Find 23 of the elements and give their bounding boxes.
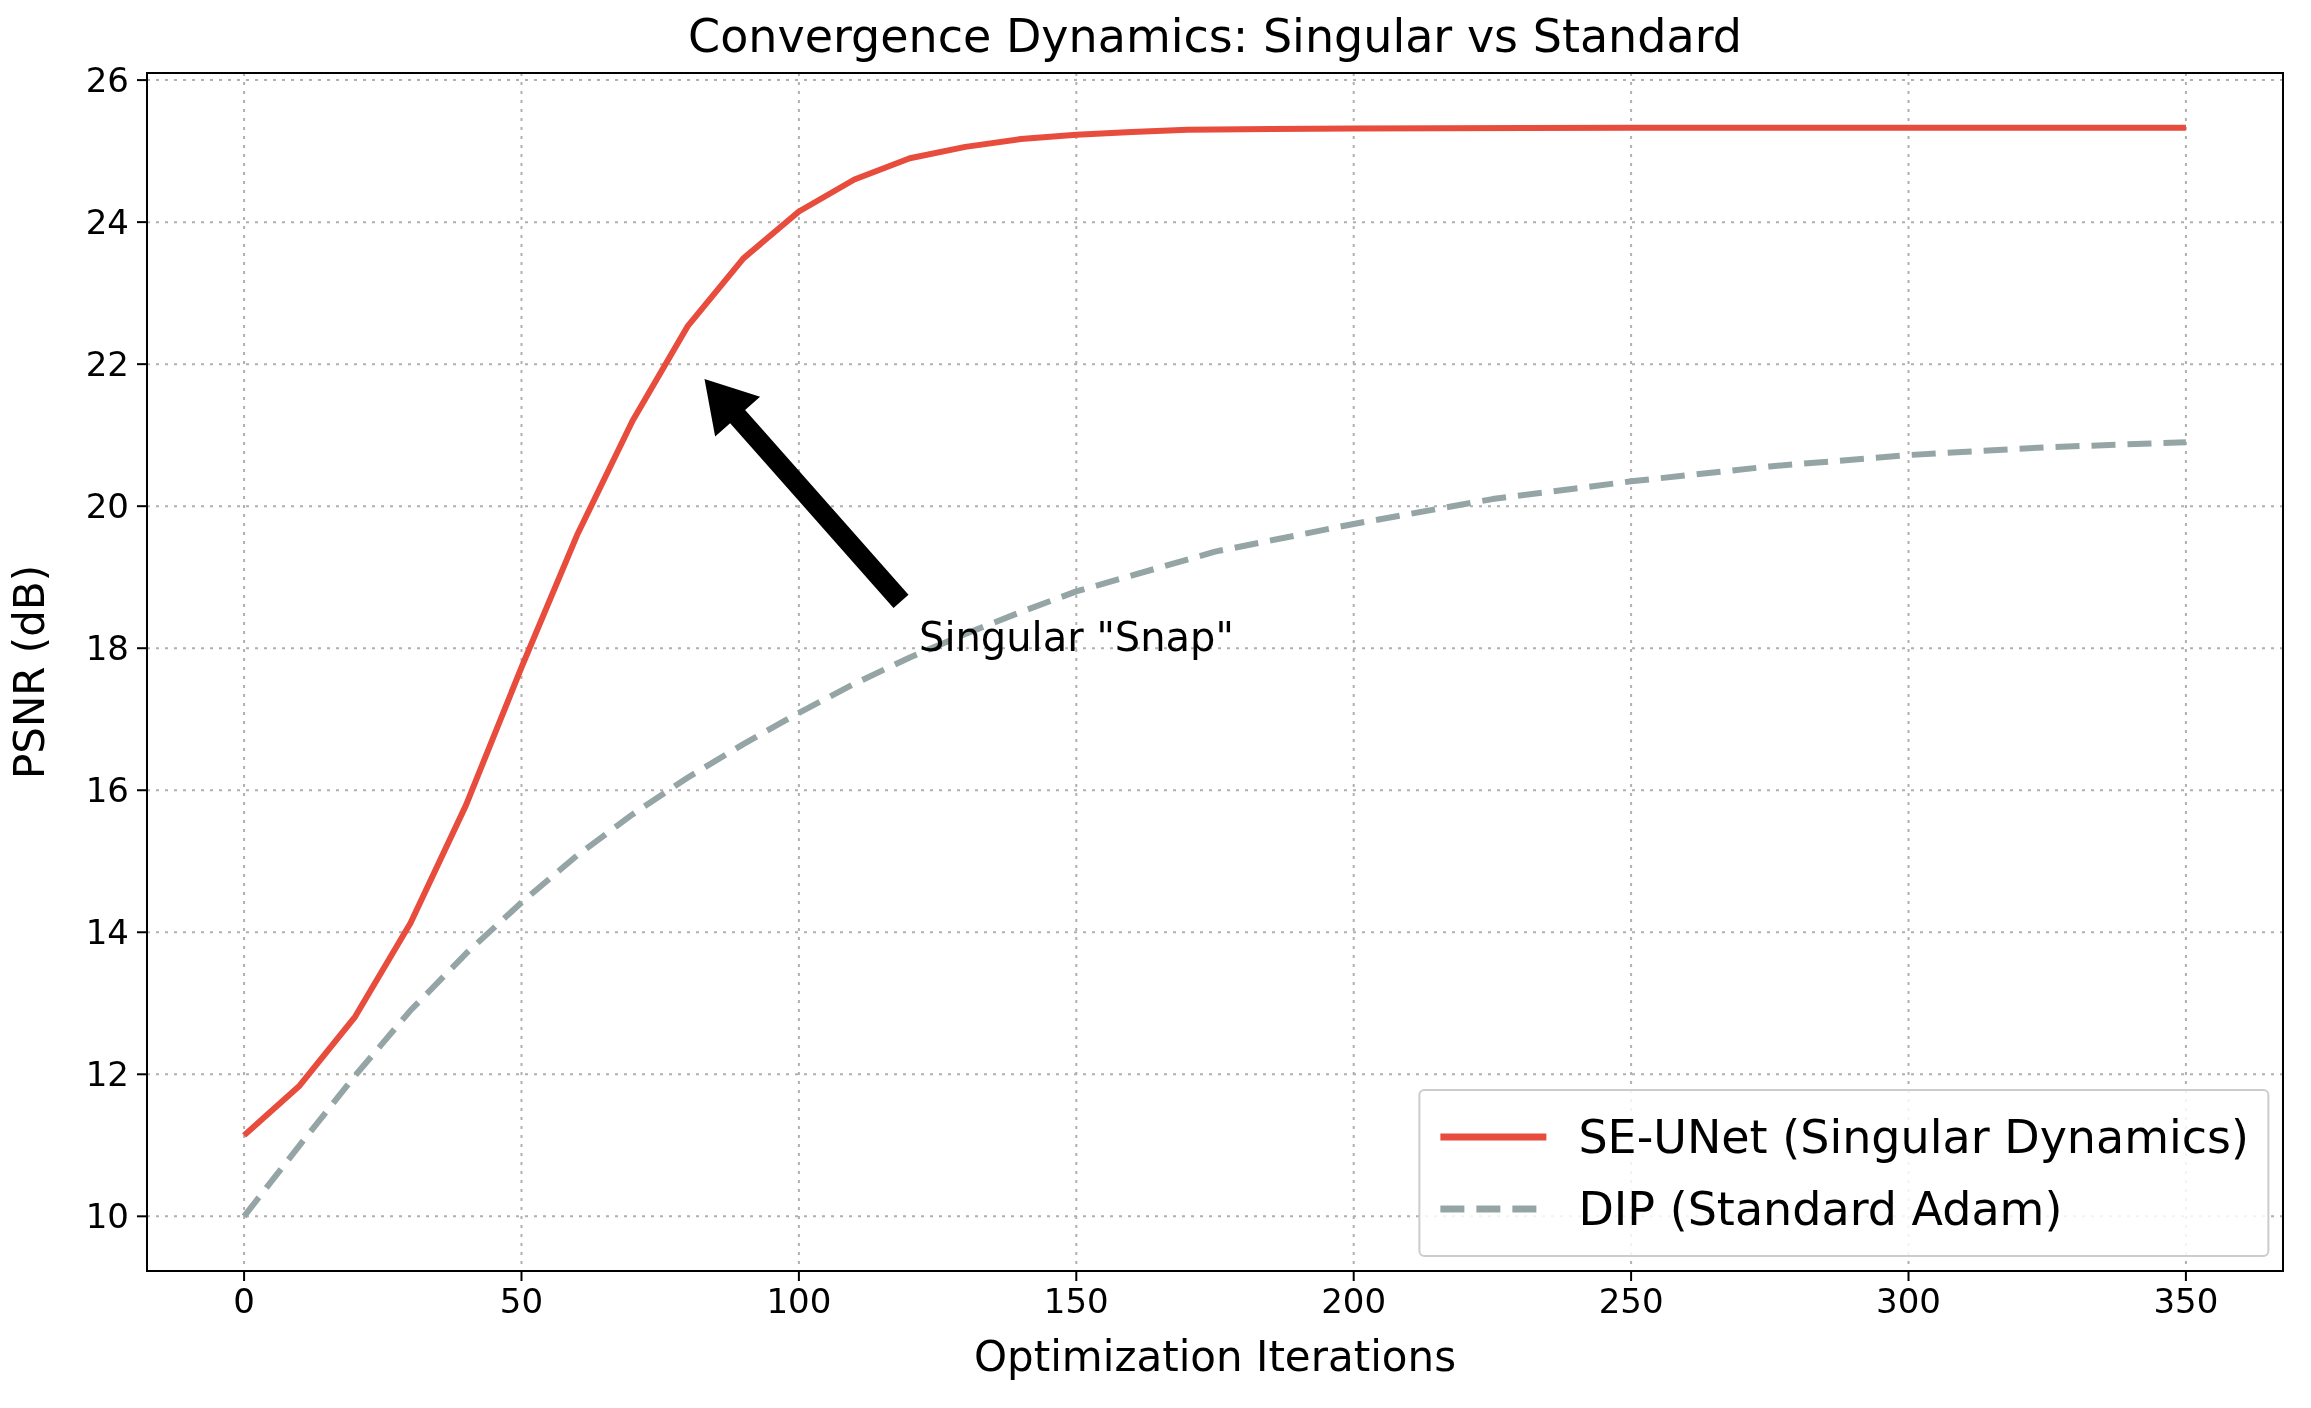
x-tick-label: 250 — [1598, 1281, 1664, 1322]
x-tick-label: 150 — [1043, 1281, 1109, 1322]
annotation: Singular "Snap" — [919, 614, 1234, 661]
x-tick-label: 300 — [1876, 1281, 1941, 1322]
y-tick-label: 18 — [85, 628, 129, 669]
y-axis-title: PSNR (dB) — [5, 564, 54, 780]
legend-label: SE-UNet (Singular Dynamics) — [1578, 1110, 2249, 1164]
x-tick-label: 100 — [766, 1281, 832, 1322]
x-tick-label: 50 — [499, 1281, 544, 1322]
y-tick-label: 14 — [85, 912, 129, 953]
x-axis-title: Optimization Iterations — [973, 1332, 1457, 1381]
y-tick-label: 10 — [85, 1196, 129, 1237]
chart-title: Convergence Dynamics: Singular vs Standard — [688, 9, 1742, 63]
x-tick-label: 0 — [233, 1281, 255, 1322]
y-tick-label: 26 — [85, 60, 129, 101]
x-tick-label: 350 — [2153, 1281, 2219, 1322]
y-tick-label: 24 — [85, 202, 129, 243]
x-tick-label: 200 — [1321, 1281, 1387, 1322]
legend-label: DIP (Standard Adam) — [1578, 1182, 2063, 1236]
y-tick-label: 16 — [85, 770, 129, 811]
y-tick-label: 12 — [85, 1054, 129, 1095]
y-tick-label: 20 — [85, 486, 129, 527]
y-tick-label: 22 — [85, 344, 129, 385]
